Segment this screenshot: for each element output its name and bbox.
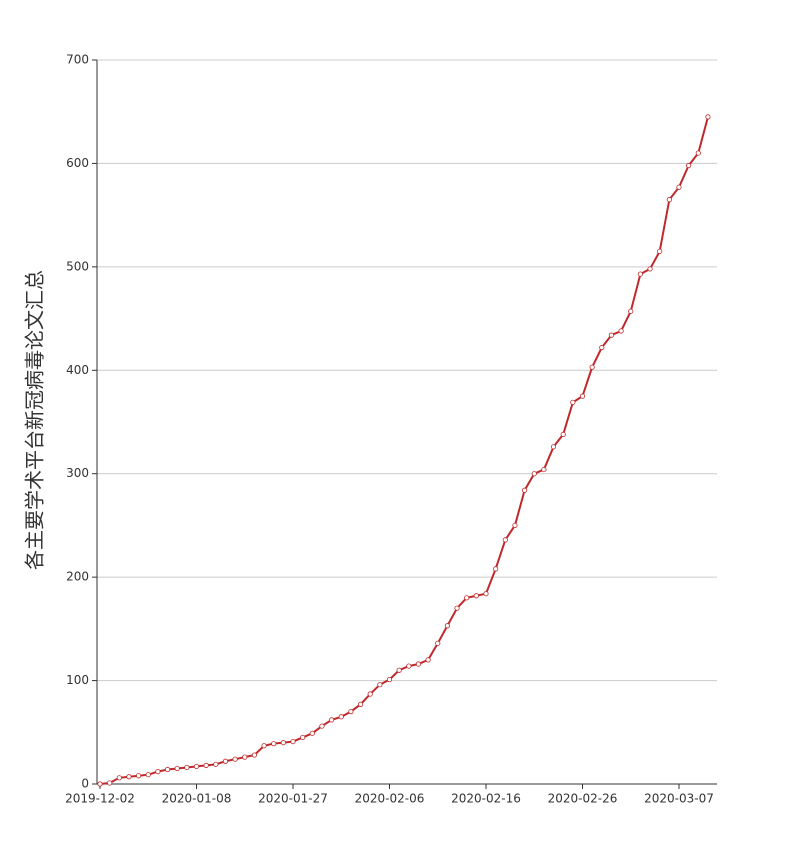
point bbox=[637, 271, 644, 277]
point bbox=[425, 657, 431, 663]
point bbox=[367, 691, 373, 697]
point bbox=[174, 765, 180, 772]
point bbox=[193, 763, 200, 770]
x-tick-label: 2020-01-27 bbox=[258, 792, 328, 806]
point bbox=[560, 431, 566, 438]
point bbox=[97, 781, 103, 787]
point bbox=[155, 768, 161, 775]
point bbox=[493, 566, 499, 572]
y-tick-label: 400 bbox=[66, 363, 89, 377]
point bbox=[271, 741, 277, 747]
point bbox=[145, 772, 151, 778]
point bbox=[647, 266, 653, 272]
point bbox=[338, 714, 344, 720]
point bbox=[444, 623, 450, 629]
point bbox=[454, 605, 460, 611]
point bbox=[502, 537, 508, 543]
point bbox=[126, 774, 132, 780]
point bbox=[686, 162, 692, 169]
point bbox=[705, 114, 711, 120]
point bbox=[541, 466, 547, 473]
x-tick-label: 2020-02-06 bbox=[355, 792, 425, 806]
point bbox=[242, 754, 248, 760]
point bbox=[290, 738, 296, 745]
point bbox=[483, 591, 489, 597]
point bbox=[579, 393, 586, 399]
point bbox=[357, 701, 364, 707]
y-tick-label: 600 bbox=[66, 156, 89, 170]
point bbox=[550, 444, 557, 450]
x-tick-label: 2020-02-16 bbox=[451, 792, 521, 806]
y-axis-label: 各主要学术平台新冠病毒论文汇总 bbox=[23, 270, 47, 570]
point bbox=[570, 399, 576, 405]
y-tick-label: 0 bbox=[81, 777, 89, 791]
point bbox=[184, 764, 190, 771]
point bbox=[435, 640, 441, 646]
point bbox=[628, 308, 634, 314]
point bbox=[396, 667, 402, 673]
point bbox=[521, 487, 528, 493]
point bbox=[666, 197, 672, 203]
y-tick-label: 200 bbox=[66, 570, 89, 584]
x-tick-label: 2020-01-08 bbox=[162, 792, 232, 806]
y-tick-label: 500 bbox=[66, 259, 89, 273]
point bbox=[348, 708, 354, 715]
point bbox=[599, 344, 605, 351]
x-tick-label: 2020-02-26 bbox=[548, 792, 618, 806]
point bbox=[203, 762, 209, 768]
point bbox=[618, 328, 624, 334]
point bbox=[251, 752, 257, 758]
point bbox=[116, 775, 122, 781]
point bbox=[328, 717, 335, 723]
point bbox=[589, 364, 595, 370]
point bbox=[676, 184, 682, 190]
y-tick-label: 700 bbox=[66, 53, 89, 67]
point bbox=[222, 758, 229, 764]
y-tick-label: 100 bbox=[66, 673, 89, 687]
point bbox=[473, 593, 479, 599]
x-tick-label: 2020-03-07 bbox=[644, 792, 714, 806]
point bbox=[464, 595, 470, 601]
point bbox=[213, 761, 219, 767]
point bbox=[386, 676, 393, 683]
point bbox=[280, 740, 286, 746]
point bbox=[232, 756, 238, 762]
point bbox=[512, 522, 518, 529]
point bbox=[300, 734, 306, 741]
point bbox=[309, 730, 315, 736]
point bbox=[261, 743, 267, 749]
point bbox=[406, 663, 412, 669]
x-tick-label: 2019-12-02 bbox=[65, 792, 135, 806]
point bbox=[377, 682, 383, 688]
y-tick-label: 300 bbox=[66, 466, 89, 480]
point bbox=[415, 661, 422, 667]
point bbox=[695, 150, 701, 156]
point bbox=[531, 471, 537, 477]
point bbox=[164, 766, 171, 773]
point bbox=[136, 773, 142, 779]
point bbox=[319, 723, 325, 729]
line bbox=[99, 116, 709, 785]
point bbox=[608, 332, 615, 338]
point bbox=[107, 780, 113, 786]
point bbox=[657, 248, 663, 254]
